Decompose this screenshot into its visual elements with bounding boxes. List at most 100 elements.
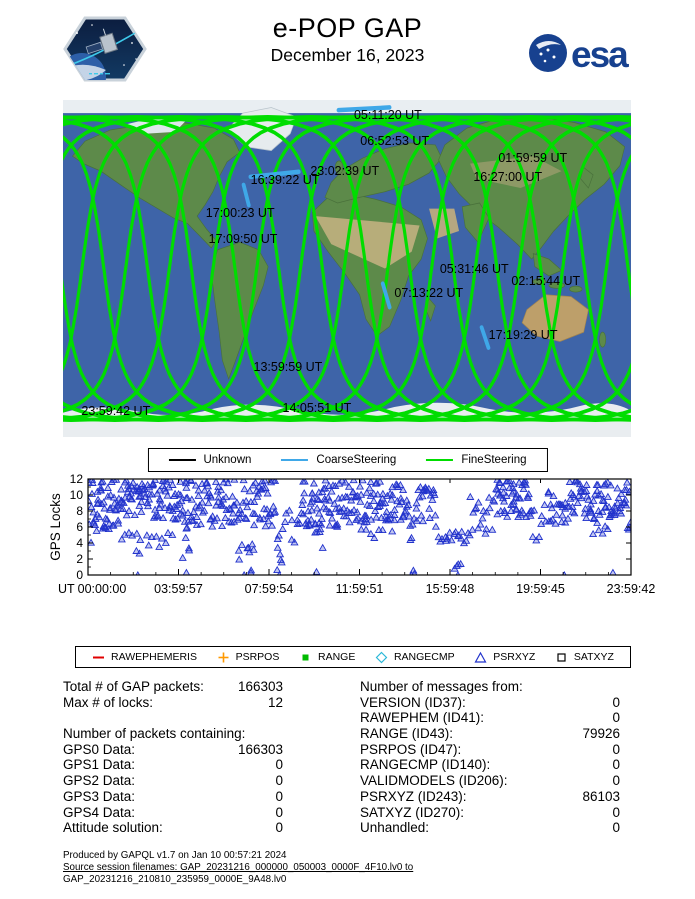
gps-locks-point — [135, 549, 144, 557]
page-title: e-POP GAP — [272, 13, 423, 43]
gps-locks-point — [262, 505, 272, 513]
stars — [76, 24, 137, 66]
gps-locks-point — [204, 498, 213, 507]
gps-locks-point — [594, 525, 603, 534]
stat-label: Max # of locks: — [63, 694, 154, 710]
gps-locks-point — [313, 504, 322, 512]
stat-row: PSRXYZ (ID243): 86103 — [360, 789, 620, 805]
gps-locks-point — [430, 490, 439, 498]
gps-locks-point — [341, 479, 350, 486]
gps-locks-point — [171, 515, 180, 523]
stat-label: Unhandled: — [360, 820, 430, 836]
gps-locks-point — [175, 499, 184, 507]
gps-locks-point — [103, 483, 112, 491]
gps-locks-point — [88, 538, 96, 546]
gps-locks-point — [418, 516, 428, 525]
gps-locks-point — [249, 545, 258, 553]
gps-locks-point — [609, 568, 617, 575]
gps-locks-point — [321, 484, 330, 492]
gps-locks-point — [172, 504, 181, 512]
gps-locks-point — [242, 496, 251, 505]
gps-locks-point — [613, 484, 622, 492]
gps-locks-point — [589, 529, 598, 538]
gps-locks-point — [459, 538, 469, 547]
gps-locks-point — [537, 511, 546, 520]
gps-locks-point — [104, 524, 113, 533]
gps-locks-point — [119, 498, 128, 506]
gps-locks-point — [235, 555, 244, 563]
gps-locks-point — [614, 493, 623, 502]
y-tick-label: 0 — [76, 568, 83, 582]
orbit-track — [124, 114, 631, 423]
stats-right-column: Number of messages from: VERSION (ID37): 0… — [360, 679, 620, 836]
gps-locks-point — [519, 508, 528, 516]
gps-locks-point — [532, 536, 541, 544]
gps-locks-point — [214, 493, 223, 501]
stat-row: Max # of locks: 12 — [63, 695, 283, 711]
gps-locks-point — [263, 489, 272, 497]
legend-label: FineSteering — [461, 454, 527, 466]
map-time-label: 16:39:22 UT — [250, 172, 320, 187]
footer-source-files-2: GAP_20231216_210810_235959_0000E_9A48.lv… — [63, 873, 287, 885]
stat-row: GPS3 Data: 0 — [63, 789, 283, 805]
stat-value: 0 — [612, 710, 620, 726]
gps-locks-point — [443, 534, 452, 542]
triangle-open-marker-icon — [474, 651, 487, 663]
arctic-ice — [63, 100, 631, 114]
satellite-icon — [85, 28, 119, 55]
gps-locks-point — [552, 510, 561, 518]
orbit-track — [211, 114, 631, 422]
orbit-track — [63, 114, 565, 423]
map-time-label: 16:27:00 UT — [473, 170, 543, 185]
stat-row: Number of packets containing: — [63, 726, 283, 742]
coarse-steering-segment — [241, 182, 251, 208]
gps-locks-point — [133, 486, 143, 494]
gps-locks-point — [325, 521, 334, 529]
gps-locks-point — [281, 517, 290, 525]
gps-locks-point — [297, 508, 306, 517]
y-tick-label: 4 — [76, 536, 83, 550]
gps-locks-point — [92, 526, 101, 534]
gps-locks-point — [577, 493, 586, 502]
gps-locks-point — [457, 527, 466, 535]
orbit-track — [429, 114, 631, 271]
gps-locks-point — [373, 490, 382, 498]
stat-label: Number of messages from: — [360, 679, 523, 694]
stat-value: 12 — [267, 694, 283, 710]
new-zealand — [599, 331, 607, 348]
gps-locks-point — [441, 532, 450, 541]
orbit-track — [63, 266, 303, 423]
gps-locks-point — [331, 481, 340, 490]
gps-locks-point — [132, 529, 141, 537]
gps-locks-point — [182, 483, 191, 491]
gps-locks-point — [544, 489, 553, 497]
gps-locks-point — [509, 499, 518, 508]
map-time-label: 23:02:39 UT — [310, 164, 380, 179]
gps-locks-point — [500, 497, 509, 505]
steering-legend: Unknown CoarseSteering FineSteering — [147, 448, 548, 472]
gps-locks-point — [240, 484, 249, 493]
gps-locks-point — [388, 490, 397, 499]
stat-row: Number of messages from: — [360, 679, 620, 695]
gps-locks-point — [245, 487, 254, 495]
gps-locks-point — [499, 488, 508, 496]
gps-locks-point — [412, 504, 421, 512]
stat-value: 0 — [612, 757, 620, 773]
gps-locks-point — [478, 514, 487, 522]
stat-value: 166303 — [237, 679, 283, 694]
gps-locks-point — [260, 479, 269, 484]
gps-locks-point — [474, 498, 483, 506]
gps-locks-point — [381, 516, 391, 524]
gps-locks-point — [424, 484, 433, 492]
gps-locks-point — [563, 514, 573, 522]
gps-locks-point — [343, 493, 352, 501]
esa-logo: esa — [529, 34, 629, 75]
gps-locks-point — [333, 522, 342, 530]
gps-locks-point — [247, 568, 255, 575]
orbit-track — [63, 266, 346, 423]
gps-locks-point — [243, 502, 252, 511]
gps-locks-point — [428, 495, 437, 503]
gps-locks-plot: 0 2 4 6 8 10 12 00:00:00 03:59:57 07:59:54 11:59:5… — [0, 471, 695, 603]
page-date: December 16, 2023 — [270, 45, 425, 65]
